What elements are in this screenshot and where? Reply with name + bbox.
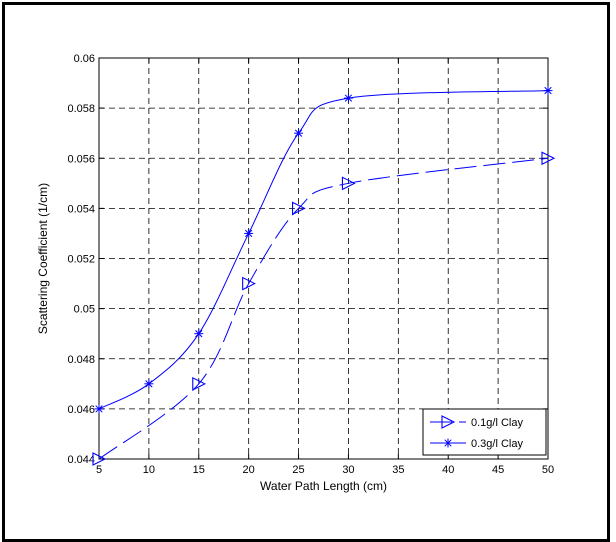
legend-marker-1 xyxy=(441,415,456,429)
y-tick-label: 0.06 xyxy=(74,53,95,65)
legend-marker-2 xyxy=(443,438,453,448)
x-tick-label: 30 xyxy=(342,464,354,476)
y-axis-label: Scattering Coefficient (1/cm) xyxy=(36,183,50,334)
x-tick-label: 45 xyxy=(492,464,504,476)
series-1-point xyxy=(541,151,556,166)
x-tick-label: 10 xyxy=(143,464,155,476)
x-tick-label: 5 xyxy=(96,464,102,476)
y-tick-label: 0.048 xyxy=(67,354,95,366)
x-tick-label: 40 xyxy=(442,464,454,476)
y-tick-label: 0.05 xyxy=(74,304,95,316)
grid xyxy=(98,57,549,460)
series-2-point xyxy=(294,128,304,138)
y-tick-label: 0.044 xyxy=(67,454,95,466)
series-1-point xyxy=(292,201,306,216)
series-2-point xyxy=(94,404,104,414)
legend-label-1: 0.1g/l Clay xyxy=(471,417,523,429)
x-tick-label: 25 xyxy=(292,464,304,476)
series-1-point xyxy=(92,452,107,466)
ticks: 5 10 15 20 25 30 35 40 45 50 0.044 0.046 0.048 0.05 0.… xyxy=(67,53,554,476)
y-tick-label: 0.046 xyxy=(67,404,95,416)
y-tick-label: 0.056 xyxy=(67,153,95,165)
x-tick-label: 35 xyxy=(392,464,404,476)
legend: 0.1g/l Clay 0.3g/l Clay xyxy=(422,408,547,456)
series-1-point xyxy=(341,176,356,191)
series-line-2 xyxy=(98,90,549,410)
y-tick-label: 0.058 xyxy=(67,103,95,115)
x-tick-label: 15 xyxy=(193,464,205,476)
series-2-point xyxy=(144,379,154,389)
y-tick-label: 0.054 xyxy=(67,203,95,215)
series-1-point xyxy=(192,376,207,391)
series-layer xyxy=(92,86,556,466)
x-axis-label: Water Path Length (cm) xyxy=(260,479,387,493)
series-line-1 xyxy=(98,157,549,460)
series-2-point xyxy=(343,93,353,103)
series-2-point xyxy=(194,329,204,339)
y-tick-label: 0.052 xyxy=(67,254,95,266)
series-2-point xyxy=(543,86,553,96)
x-tick-label: 20 xyxy=(243,464,255,476)
legend-label-2: 0.3g/l Clay xyxy=(471,438,523,450)
x-tick-label: 50 xyxy=(542,464,554,476)
series-2-point xyxy=(244,228,254,238)
series-1-point xyxy=(242,276,256,291)
